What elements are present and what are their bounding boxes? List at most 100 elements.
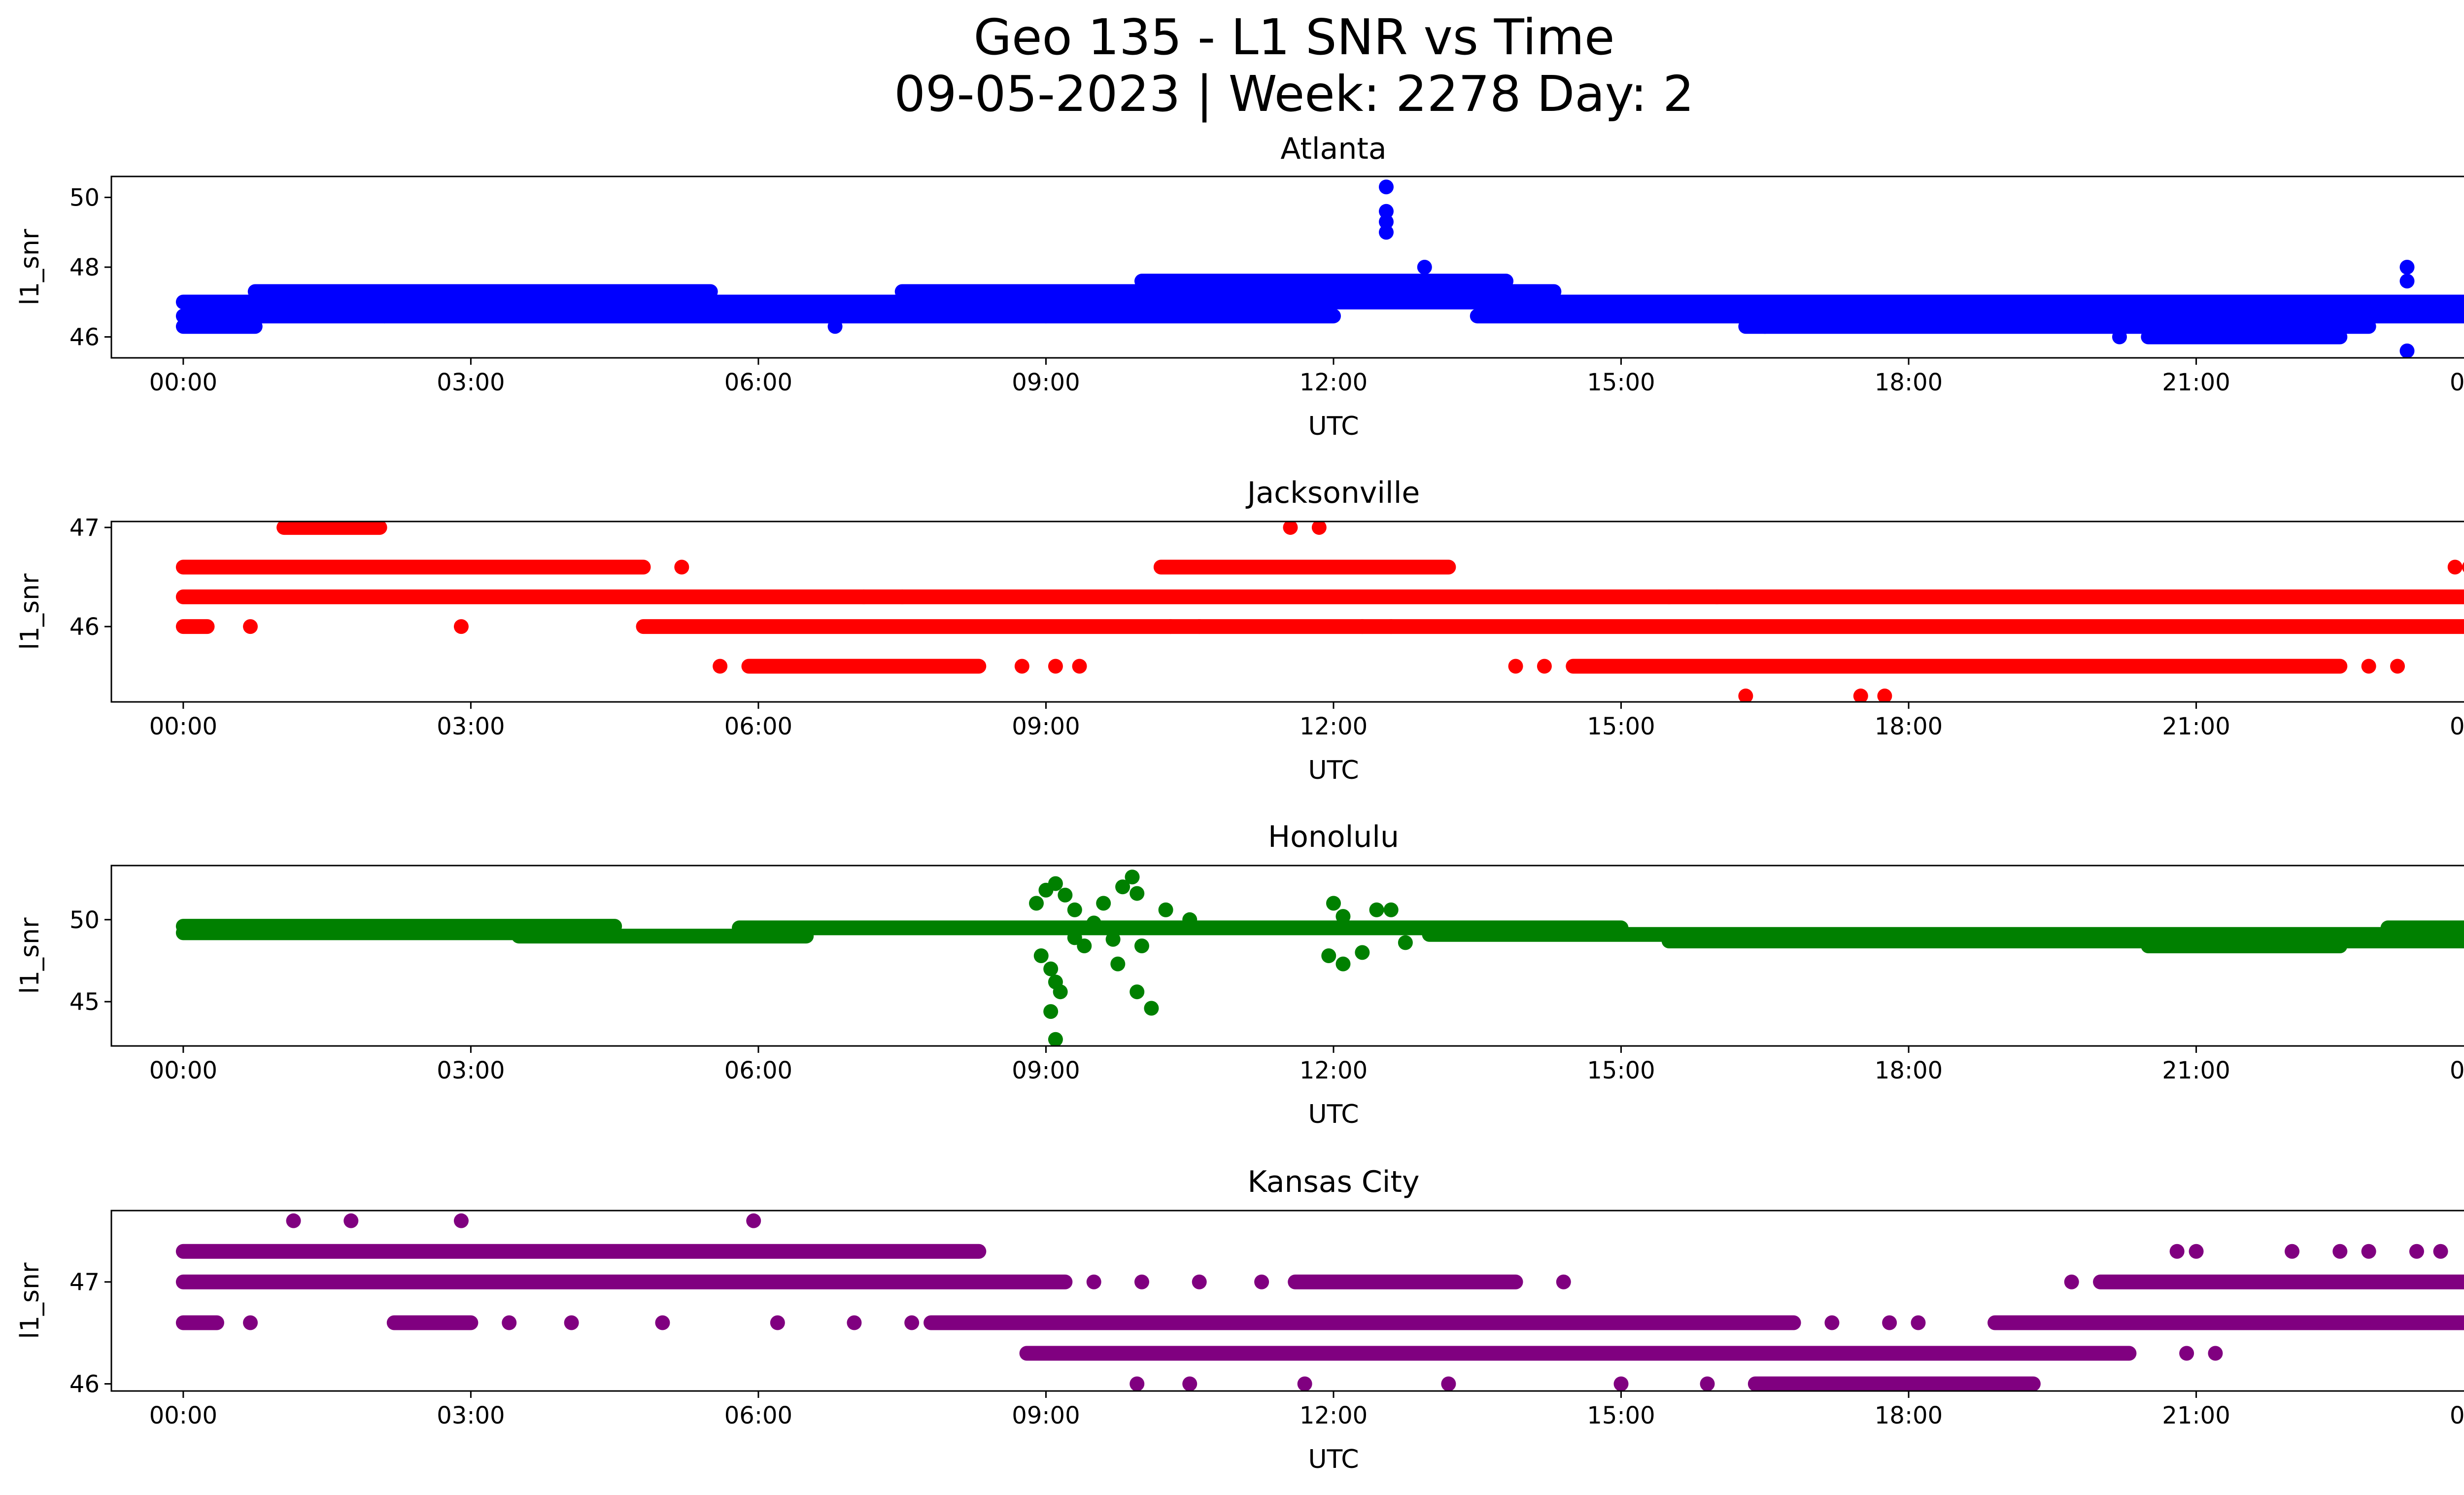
x-tick-label: 09:00 (1012, 1057, 1080, 1084)
data-point (2409, 1244, 2424, 1259)
data-point (1043, 1004, 1059, 1019)
x-tick-label: 06:00 (724, 1402, 792, 1429)
data-point (1230, 294, 1245, 310)
x-tick-label: 06:00 (724, 713, 792, 740)
x-tick-label: 21:00 (2162, 1402, 2230, 1429)
x-tick-label: 21:00 (2162, 1057, 2230, 1084)
x-tick-label: 18:00 (1875, 369, 1943, 396)
subplot-honolulu: Honolulu 00:00 03:00 06:00 09:00 12:00 15:00 1… (15, 820, 2464, 1129)
data-point (2189, 1244, 2204, 1259)
subplot-title: Atlanta (1280, 132, 1386, 166)
x-tick-label: 00:00 (2450, 713, 2464, 740)
x-tick-label: 00:00 (149, 713, 217, 740)
data-point (243, 619, 258, 634)
data-point (1077, 939, 1092, 954)
data-point (453, 1213, 469, 1228)
data-point (1738, 688, 1753, 702)
data-point (1378, 204, 1394, 219)
data-point (1129, 984, 1145, 1000)
data-point (2447, 559, 2463, 575)
data-point (502, 1315, 517, 1330)
data-point (1355, 945, 1370, 960)
plot-area (175, 179, 2464, 358)
y-tick-label: 47 (69, 514, 100, 542)
subplot-atlanta: Atlanta 00:00 03:00 06:00 09:00 12:00 15:00 18… (15, 132, 2464, 441)
data-point (1661, 589, 1677, 604)
x-tick-label: 09:00 (1012, 1402, 1080, 1429)
data-point (2265, 329, 2281, 345)
x-tick-label: 15:00 (1587, 713, 1655, 740)
x-tick-label: 21:00 (2162, 369, 2230, 396)
x-tick-label: 03:00 (437, 1057, 505, 1084)
data-point (1757, 319, 1773, 334)
x-tick-label: 09:00 (1012, 369, 1080, 396)
data-point (1182, 1376, 1198, 1391)
data-point (2399, 274, 2415, 289)
data-point (1096, 896, 1111, 911)
data-point (1192, 619, 1207, 634)
subplot-title: Honolulu (1268, 820, 1399, 854)
data-point (2462, 562, 2464, 572)
x-tick-label: 00:00 (2450, 1402, 2464, 1429)
data-point (286, 1213, 301, 1228)
data-point (1134, 1274, 1149, 1289)
plot-area (175, 522, 2464, 702)
data-point (1048, 659, 1063, 674)
x-tick-label: 00:00 (149, 1057, 217, 1084)
data-point (674, 559, 689, 575)
data-point (1043, 961, 1059, 976)
data-point (1129, 886, 1145, 901)
data-point (1254, 1274, 1269, 1289)
data-point (1335, 956, 1351, 972)
y-tick-label: 50 (69, 184, 100, 211)
data-point (1048, 876, 1063, 891)
data-point (243, 1315, 258, 1330)
data-point (1014, 659, 1029, 674)
y-tick-label: 46 (69, 613, 100, 641)
data-point (1134, 939, 1149, 954)
data-point (1038, 309, 1054, 324)
data-point (1556, 1274, 1571, 1289)
data-point (1086, 1274, 1101, 1289)
y-axis: 46 48 50 (69, 184, 111, 351)
data-point (1378, 214, 1394, 229)
data-point (1700, 1376, 1715, 1391)
data-point (847, 1315, 862, 1330)
data-point (1508, 659, 1523, 674)
x-axis-label: UTC (1308, 756, 1359, 785)
data-point (2332, 1244, 2348, 1259)
data-point (1033, 948, 1049, 963)
data-point (1048, 1032, 1063, 1046)
data-point (1311, 522, 1327, 535)
x-tick-label: 18:00 (1875, 713, 1943, 740)
data-point (1383, 619, 1399, 634)
x-tick-label: 18:00 (1875, 1057, 1943, 1084)
y-tick-label: 47 (69, 1269, 100, 1296)
data-point (713, 659, 728, 674)
y-tick-label: 45 (69, 988, 100, 1016)
data-point (1378, 179, 1394, 195)
x-axis: 00:00 03:00 06:00 09:00 12:00 15:00 18:00 21:00… (149, 702, 2464, 740)
data-point (453, 619, 469, 634)
data-point (770, 1315, 785, 1330)
x-tick-label: 12:00 (1300, 713, 1368, 740)
data-point (894, 589, 910, 604)
subplot-title: Jacksonville (1245, 476, 1420, 510)
data-point (1115, 879, 1130, 895)
data-point (1369, 902, 1384, 917)
x-tick-label: 15:00 (1587, 369, 1655, 396)
plot-area (175, 869, 2464, 1046)
data-point (856, 589, 871, 604)
data-point (1326, 896, 1341, 911)
data-point (2433, 1244, 2448, 1259)
data-point (2208, 1346, 2223, 1361)
data-point (1383, 902, 1399, 917)
data-point (904, 1315, 920, 1330)
figure-title-line2: 09-05-2023 | Week: 2278 Day: 2 (894, 65, 1694, 123)
x-tick-label: 03:00 (437, 1402, 505, 1429)
data-point (2064, 1274, 2079, 1289)
data-point (2399, 260, 2415, 275)
data-point (655, 1315, 670, 1330)
